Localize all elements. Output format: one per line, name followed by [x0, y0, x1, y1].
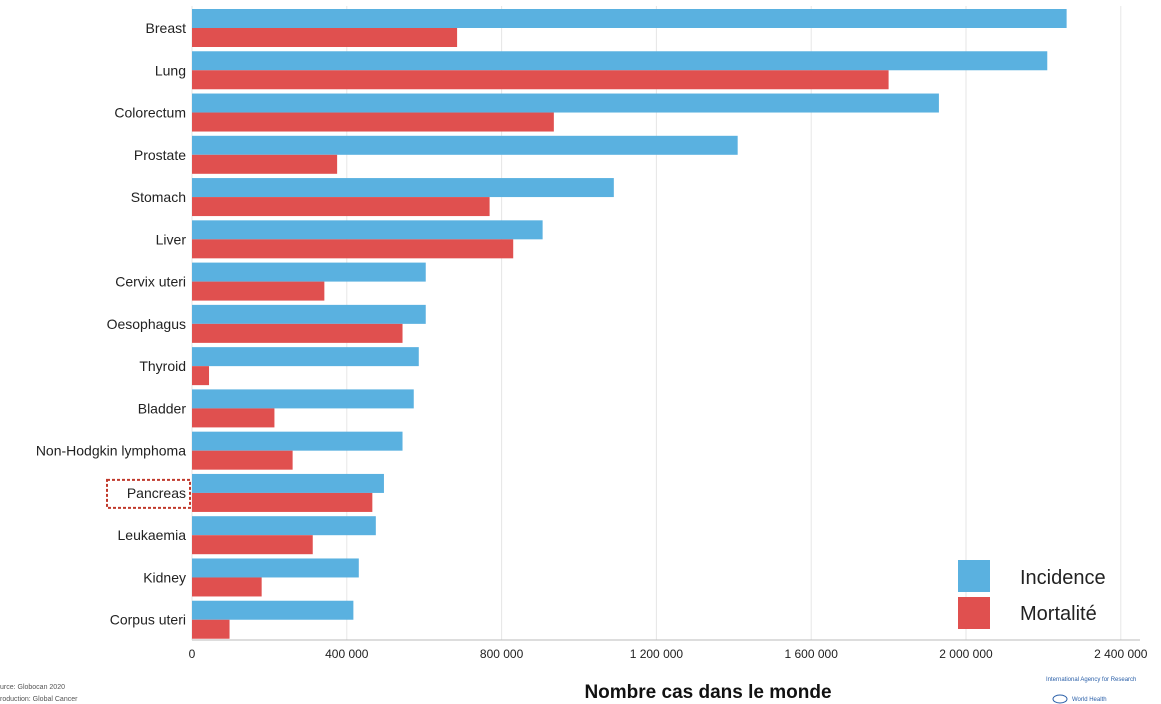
category-label-breast: Breast: [146, 20, 187, 36]
legend-swatch-incidence: [958, 560, 990, 592]
bar-incidence-kidney: [192, 558, 359, 578]
bar-mortalit-breast: [192, 28, 458, 47]
bar-incidence-corpus-uteri: [192, 600, 354, 620]
x-tick-label: 0: [189, 647, 196, 661]
bar-incidence-stomach: [192, 178, 614, 198]
bar-mortalit-cervix-uteri: [192, 281, 325, 301]
x-tick-labels: 0 400 000 800 000 1 200 000 1 600 000 2 000 0…: [189, 647, 1148, 661]
bar-mortalit-thyroid: [192, 366, 210, 386]
bar-mortalit-liver: [192, 239, 514, 259]
category-label-non-hodgkin-lymphoma: Non-Hodgkin lymphoma: [36, 443, 186, 459]
bar-incidence-lung: [192, 51, 1048, 71]
who-logo-text: World Health: [1072, 697, 1107, 703]
x-tick-label: 400 000: [325, 647, 369, 661]
bar-incidence-bladder: [192, 389, 414, 409]
bar-mortalit-kidney: [192, 577, 262, 597]
bar-incidence-breast: [192, 9, 1067, 28]
x-tick-label: 1 200 000: [630, 647, 684, 661]
legend: Incidence Mortalité: [958, 560, 1106, 629]
category-label-liver: Liver: [156, 231, 187, 247]
category-label-bladder: Bladder: [138, 400, 187, 416]
category-label-corpus-uteri: Corpus uteri: [110, 612, 186, 628]
iarc-logo-text: International Agency for Research: [1046, 677, 1136, 683]
bar-mortalit-lung: [192, 70, 889, 90]
legend-swatch-mortalite: [958, 597, 990, 629]
bar-incidence-oesophagus: [192, 304, 426, 324]
x-tick-label: 800 000: [480, 647, 524, 661]
bar-incidence-leukaemia: [192, 516, 376, 536]
category-label-cervix-uteri: Cervix uteri: [115, 274, 186, 290]
category-label-thyroid: Thyroid: [139, 358, 186, 374]
bar-incidence-colorectum: [192, 93, 939, 113]
bar-incidence-thyroid: [192, 347, 419, 367]
bar-incidence-cervix-uteri: [192, 262, 426, 282]
source-text: urce: Globocan 2020: [0, 684, 65, 691]
category-label-lung: Lung: [155, 62, 186, 78]
bar-incidence-prostate: [192, 135, 738, 155]
iarc-logo: International Agency for Research World …: [1046, 677, 1136, 704]
x-axis-label: Nombre cas dans le monde: [584, 682, 831, 703]
bars: [192, 9, 1067, 639]
category-label-pancreas: Pancreas: [127, 485, 186, 501]
pancreas-highlight-box: [106, 478, 191, 509]
bar-mortalit-prostate: [192, 154, 338, 174]
bar-incidence-liver: [192, 220, 543, 240]
category-labels: Breast Lung Colorectum Prostate Stomach Liver…: [36, 20, 187, 628]
bar-mortalit-corpus-uteri: [192, 619, 230, 639]
reproduction-text: roduction: Global Cancer: [0, 696, 78, 703]
bar-mortalit-oesophagus: [192, 323, 403, 343]
category-label-prostate: Prostate: [134, 147, 186, 163]
category-label-kidney: Kidney: [143, 569, 186, 585]
x-tick-label: 1 600 000: [785, 647, 839, 661]
x-tick-label: 2 000 000: [939, 647, 993, 661]
x-tick-label: 2 400 000: [1094, 647, 1148, 661]
bar-incidence-non-hodgkin-lymphoma: [192, 431, 403, 451]
bar-mortalit-pancreas: [192, 492, 373, 512]
legend-label-incidence: Incidence: [1020, 567, 1106, 589]
bar-incidence-pancreas: [192, 473, 384, 493]
who-emblem-icon: [1052, 694, 1068, 704]
bar-mortalit-colorectum: [192, 112, 554, 132]
category-label-oesophagus: Oesophagus: [107, 316, 186, 332]
category-label-leukaemia: Leukaemia: [118, 527, 187, 543]
legend-label-mortalite: Mortalité: [1020, 603, 1097, 625]
category-label-colorectum: Colorectum: [114, 105, 186, 121]
bar-mortalit-non-hodgkin-lymphoma: [192, 450, 293, 470]
category-label-stomach: Stomach: [131, 189, 186, 205]
bar-mortalit-stomach: [192, 197, 490, 217]
bar-mortalit-leukaemia: [192, 535, 313, 555]
bar-mortalit-bladder: [192, 408, 275, 428]
